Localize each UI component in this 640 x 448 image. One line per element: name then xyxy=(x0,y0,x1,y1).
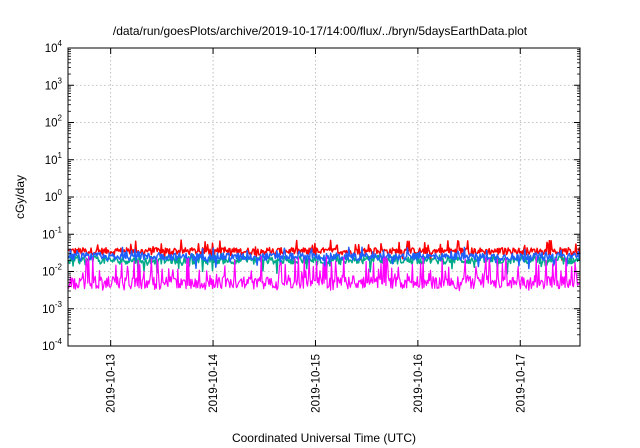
x-tick-label: 2019-10-14 xyxy=(208,353,220,412)
grid-lines xyxy=(68,48,580,346)
chart-title: /data/run/goesPlots/archive/2019-10-17/1… xyxy=(113,24,528,38)
series-layer xyxy=(67,239,581,292)
y-tick-label: 10-2 xyxy=(42,263,62,279)
y-tick-label: 10-3 xyxy=(42,300,62,316)
series-line xyxy=(67,239,581,261)
series-line xyxy=(67,256,581,292)
y-axis-label: cGy/day xyxy=(13,175,27,219)
x-tick-label: 2019-10-15 xyxy=(310,354,322,413)
x-tick-label: 2019-10-13 xyxy=(106,354,118,413)
series-line xyxy=(67,246,581,270)
y-tick-labels: 10-4 10-3 10-2 10-1 100 101 102 103 104 xyxy=(42,39,62,353)
y-tick-label: 100 xyxy=(45,188,63,204)
x-tick-labels: 2019-10-13 2019-10-14 2019-10-15 2019-10-16… xyxy=(106,353,528,412)
x-tick-label: 2019-10-17 xyxy=(515,354,527,413)
y-tick-label: 103 xyxy=(45,76,63,92)
x-axis-label: Coordinated Universal Time (UTC) xyxy=(232,431,416,445)
y-tick-label: 10-1 xyxy=(42,225,62,241)
y-tick-label: 101 xyxy=(45,151,63,167)
axis-ticks xyxy=(68,47,580,347)
x-tick-label: 2019-10-16 xyxy=(413,354,425,413)
y-tick-label: 102 xyxy=(45,114,63,130)
y-tick-label: 10-4 xyxy=(42,337,62,353)
y-tick-label: 104 xyxy=(45,39,63,55)
